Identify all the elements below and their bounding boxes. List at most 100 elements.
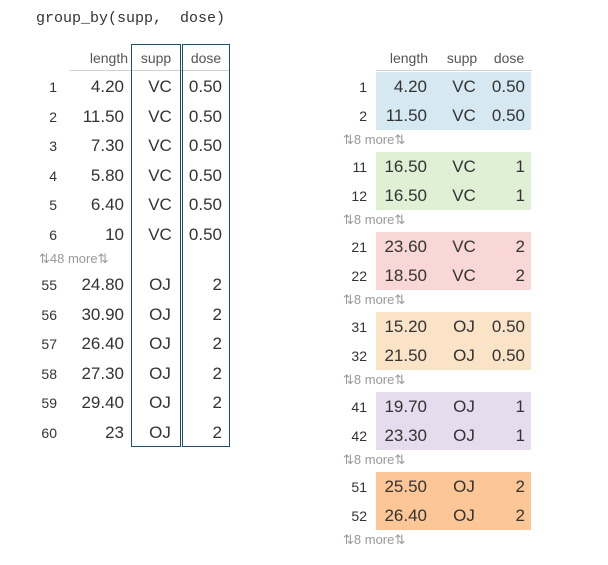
cell-length: 6.40 (90, 195, 124, 214)
column-header-length: length (389, 50, 428, 66)
supp-column-highlight (131, 44, 181, 447)
cell-supp: VC (148, 136, 172, 155)
cell-length: 26.40 (81, 334, 124, 353)
cell-supp: OJ (149, 363, 171, 383)
row-number: 1 (49, 79, 57, 95)
row-number: 2 (359, 108, 367, 124)
cell-supp: OJ (453, 397, 475, 416)
more-rows-indicator: ⇅8 more⇅ (343, 292, 406, 307)
cell-length: 29.40 (81, 393, 124, 412)
cell-supp: OJ (149, 422, 171, 442)
group-band (376, 312, 531, 370)
row-number: 60 (41, 424, 57, 441)
group-band (376, 472, 531, 530)
column-header-supp: supp (140, 50, 172, 66)
cell-length: 7.30 (90, 136, 124, 155)
row-number: 56 (41, 306, 57, 323)
group-by-code: group_by(supp, dose) (36, 10, 226, 27)
cell-length: 30.90 (81, 304, 124, 324)
cell-dose: 2 (212, 334, 222, 353)
cell-dose: 1 (515, 426, 525, 445)
row-number: 58 (41, 365, 57, 382)
row-number: 4 (49, 167, 57, 184)
row-number: 3 (49, 138, 57, 154)
cell-length: 4.20 (393, 77, 427, 96)
cell-dose: 0.50 (491, 106, 525, 125)
group-band (376, 232, 531, 290)
cell-supp: VC (148, 224, 172, 244)
cell-length: 16.50 (384, 157, 427, 176)
cell-dose: 2 (212, 304, 222, 324)
row-number: 42 (351, 428, 367, 444)
row-number: 6 (49, 226, 57, 243)
cell-dose: 2 (515, 477, 525, 496)
cell-length: 18.50 (384, 266, 427, 285)
cell-supp: VC (148, 106, 172, 126)
cell-dose: 1 (515, 186, 525, 205)
cell-dose: 0.50 (188, 165, 222, 185)
cell-supp: OJ (149, 304, 171, 324)
group-band (376, 152, 531, 210)
cell-supp: VC (452, 77, 476, 96)
column-header-dose: dose (493, 50, 525, 66)
header-divider (70, 70, 230, 71)
cell-length: 11.50 (385, 106, 427, 125)
row-number: 31 (351, 319, 367, 335)
cell-supp: VC (452, 186, 476, 205)
cell-dose: 2 (515, 266, 525, 285)
cell-dose: 0.50 (188, 77, 222, 96)
cell-length: 4.20 (90, 77, 124, 96)
cell-dose: 2 (515, 237, 525, 256)
more-rows-indicator: ⇅8 more⇅ (343, 132, 406, 147)
cell-length: 19.70 (384, 397, 427, 416)
more-rows-indicator: ⇅8 more⇅ (343, 532, 406, 547)
cell-dose: 0.50 (491, 317, 525, 336)
row-number: 32 (351, 348, 367, 364)
cell-length: 24.80 (81, 275, 124, 294)
cell-supp: VC (148, 77, 172, 96)
cell-supp: OJ (453, 426, 475, 445)
group-band (376, 72, 531, 130)
cell-dose: 0.50 (188, 136, 222, 155)
cell-length: 21.50 (384, 346, 427, 365)
cell-supp: OJ (149, 393, 171, 412)
row-number: 51 (351, 479, 367, 495)
cell-length: 25.50 (384, 477, 427, 496)
cell-length: 15.20 (384, 317, 427, 336)
cell-supp: VC (148, 195, 172, 214)
row-number: 5 (49, 197, 57, 213)
row-number: 21 (351, 239, 367, 255)
cell-length: 23 (105, 422, 124, 442)
cell-supp: OJ (149, 334, 171, 353)
cell-dose: 2 (212, 363, 222, 383)
cell-dose: 2 (515, 506, 525, 525)
row-number: 55 (41, 277, 57, 293)
column-header-length: length (89, 50, 128, 66)
cell-supp: OJ (453, 506, 475, 525)
cell-supp: VC (452, 237, 476, 256)
dose-column-highlight (182, 44, 230, 447)
cell-supp: VC (148, 165, 172, 185)
cell-dose: 0.50 (188, 195, 222, 214)
row-number: 12 (351, 188, 367, 204)
cell-dose: 1 (515, 157, 525, 176)
cell-length: 11.50 (82, 106, 124, 126)
row-number: 22 (351, 268, 367, 284)
row-number: 52 (351, 508, 367, 524)
row-number: 2 (49, 108, 57, 125)
cell-length: 26.40 (384, 506, 427, 525)
cell-supp: OJ (149, 275, 171, 294)
cell-length: 23.30 (384, 426, 427, 445)
cell-length: 10 (105, 224, 124, 244)
cell-dose: 2 (212, 422, 222, 442)
more-rows-indicator: ⇅8 more⇅ (343, 212, 406, 227)
cell-supp: OJ (453, 317, 475, 336)
cell-dose: 0.50 (491, 77, 525, 96)
cell-length: 16.50 (384, 186, 427, 205)
cell-dose: 0.50 (491, 346, 525, 365)
more-rows-indicator: ⇅8 more⇅ (343, 372, 406, 387)
cell-supp: OJ (453, 346, 475, 365)
more-rows-indicator: ⇅8 more⇅ (343, 452, 406, 467)
cell-length: 27.30 (81, 363, 124, 383)
row-number: 59 (41, 395, 57, 411)
